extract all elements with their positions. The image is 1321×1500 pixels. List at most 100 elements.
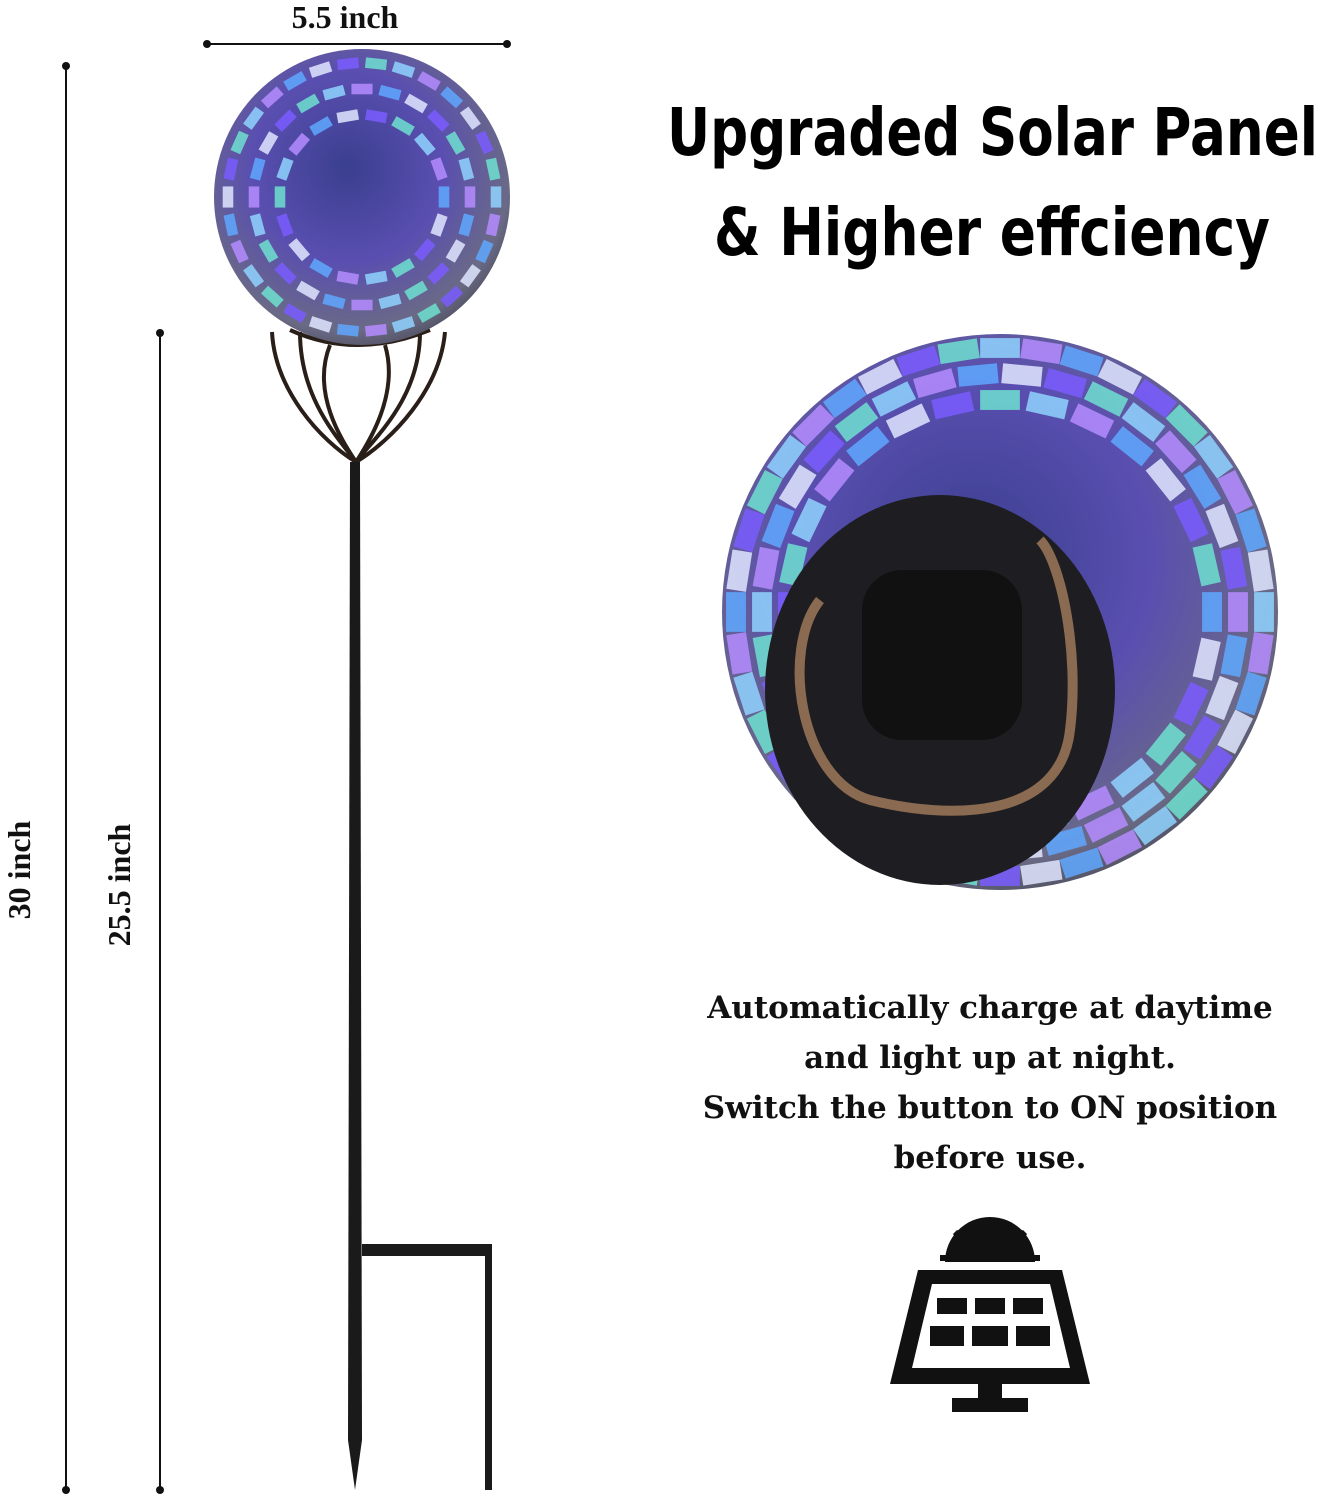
mosaic-tile — [1205, 675, 1239, 721]
mosaic-tile — [1133, 378, 1178, 419]
mosaic-tile — [417, 71, 441, 91]
mosaic-tile — [309, 116, 333, 136]
mosaic-tile — [957, 363, 999, 387]
mosaic-tile — [364, 109, 388, 124]
mosaic-tile — [258, 239, 279, 263]
mosaic-tile — [445, 239, 466, 263]
mosaic-tile — [223, 213, 239, 237]
mosaic-tile — [243, 264, 265, 288]
mosaic-tile — [464, 186, 476, 208]
mosaic-tile — [746, 469, 783, 515]
mosaic-tile — [1205, 503, 1239, 549]
mosaic-tile — [296, 280, 320, 301]
mosaic-tile — [791, 497, 827, 543]
mosaic-tile — [391, 61, 416, 78]
stake-prong — [362, 1244, 492, 1490]
mosaic-tile — [274, 109, 297, 132]
mosaic-tile — [1020, 338, 1063, 365]
mosaic-tile — [1193, 434, 1234, 479]
mosaic-tile — [1001, 363, 1043, 387]
dimension-lines — [65, 43, 507, 1490]
mosaic-tile — [846, 426, 890, 467]
mosaic-tile — [1173, 681, 1209, 727]
mosaic-tile — [1220, 546, 1248, 590]
mosaic-tile — [1020, 859, 1063, 886]
mosaic-tile — [1192, 543, 1221, 587]
solar-box — [862, 570, 1022, 740]
mosaic-tile — [834, 402, 879, 442]
mosaic-tile — [1235, 508, 1267, 553]
mosaic-tile — [1165, 404, 1208, 447]
headline-line: Upgraded Solar Panel — [667, 94, 1318, 171]
mosaic-tile — [430, 157, 448, 181]
stake-height-label: 25.5 inch — [101, 823, 137, 946]
mosaic-tile — [1133, 805, 1178, 846]
mosaic-tile — [378, 293, 402, 310]
mosaic-tile — [1217, 469, 1254, 515]
mosaic-tile — [283, 303, 307, 323]
mosaic-tile — [1121, 402, 1166, 442]
mosaic-tile — [1228, 592, 1248, 632]
mosaic-tile — [404, 280, 428, 301]
mosaic-tile — [364, 323, 388, 337]
mosaic-tile — [475, 239, 494, 264]
mosaic-tile — [871, 381, 917, 417]
mosaic-tile — [814, 458, 855, 502]
mosaic-tile — [260, 86, 284, 109]
mosaic-tile — [413, 238, 436, 262]
mosaic-tile — [1083, 381, 1129, 417]
mosaic-tile — [391, 316, 416, 333]
mosaic-tile — [1247, 549, 1274, 592]
mosaic-tile — [803, 430, 845, 474]
mosaic-tile — [459, 264, 481, 288]
mosaic-tile — [274, 186, 286, 208]
mosaic-tile — [413, 132, 436, 156]
mosaic-tile — [417, 303, 441, 323]
mosaic-tile — [1155, 430, 1197, 474]
mosaic-tile — [283, 71, 307, 91]
mosaic-tile — [440, 86, 464, 109]
mosaic-tile — [1192, 637, 1221, 681]
mosaic-tile — [458, 213, 475, 237]
mosaic-tile — [440, 285, 464, 308]
mosaic-tile — [1155, 750, 1197, 794]
mosaic-tile — [752, 592, 772, 632]
mosaic-tile — [1097, 358, 1143, 395]
mosaic-tile — [778, 464, 817, 509]
mosaic-tile — [475, 130, 494, 155]
mosaic-tile — [896, 345, 941, 377]
mosaic-tile — [308, 61, 333, 78]
mosaic-tile — [1235, 671, 1267, 716]
mosaic-tile — [1059, 847, 1104, 879]
description-line: and light up at night. — [804, 1040, 1176, 1076]
mosaic-tile — [761, 503, 795, 549]
mosaic-tile — [336, 109, 360, 124]
mosaic-tile — [1043, 368, 1087, 399]
mosaic-tile — [364, 57, 388, 71]
mosaic-tile — [230, 130, 249, 155]
wire-stand — [794, 536, 1078, 816]
mosaic-tile — [260, 285, 284, 308]
mosaic-tile — [308, 316, 333, 333]
description-line: Automatically charge at daytime — [706, 990, 1273, 1026]
mosaic-tile — [336, 57, 360, 71]
mosaic-tile — [485, 213, 501, 237]
mosaic-tile — [288, 132, 311, 156]
mosaic-tile — [1217, 709, 1254, 755]
mosaic-tile — [336, 270, 360, 285]
total-height-label: 30 inch — [1, 820, 37, 919]
mosaic-tile — [288, 238, 311, 262]
mosaic-tile — [1059, 345, 1104, 377]
mosaic-tile — [222, 186, 234, 208]
mosaic-tile — [230, 239, 249, 264]
mosaic-tile — [752, 546, 780, 590]
mosaic-tile — [980, 338, 1020, 358]
mosaic-tile — [937, 338, 980, 365]
mosaic-tile — [336, 323, 360, 337]
mosaic-tile — [1165, 777, 1208, 820]
mosaic-tile — [322, 293, 346, 310]
mosaic-tile — [1110, 426, 1154, 467]
mosaic-tile — [1069, 403, 1115, 439]
mosaic-tile — [351, 83, 373, 95]
